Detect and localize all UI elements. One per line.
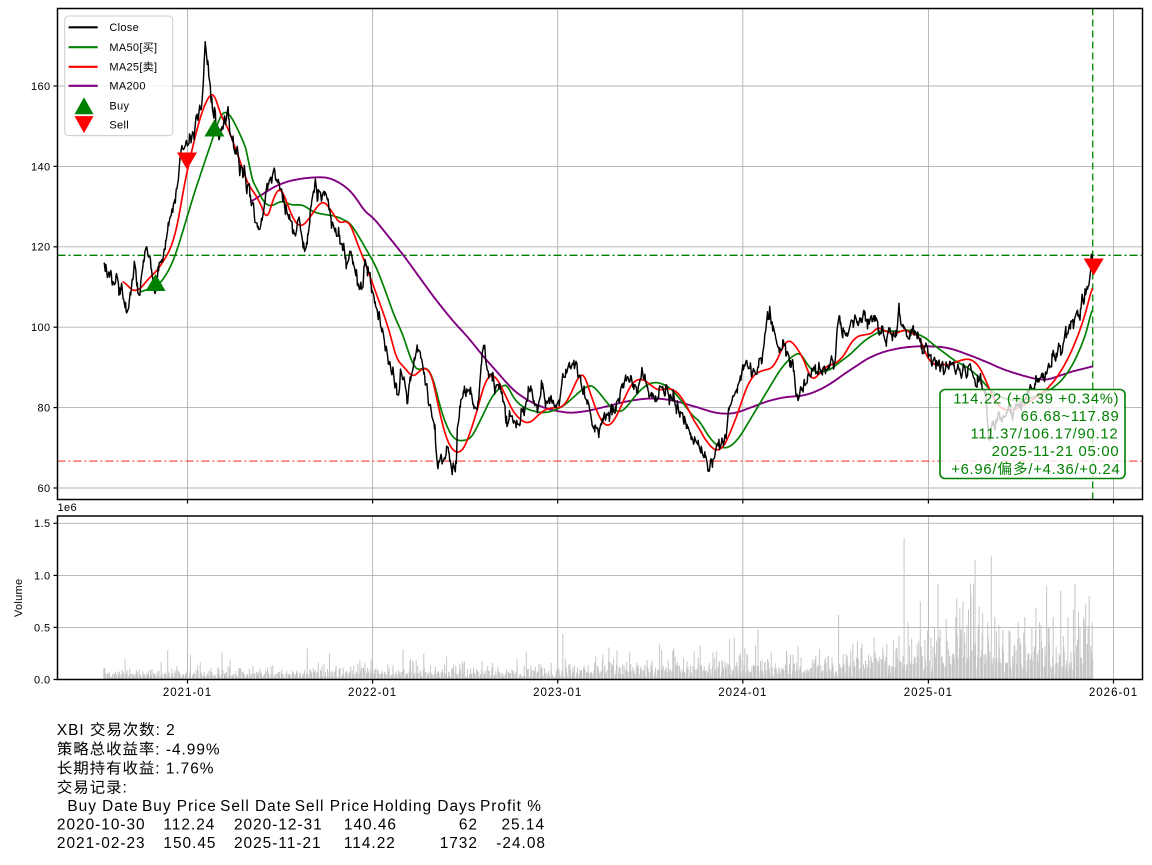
svg-text:112.24: 112.24 [163, 817, 215, 834]
svg-text:MA25[: MA25[ [109, 62, 142, 74]
svg-text:Buy Date: Buy Date [67, 798, 138, 815]
svg-text:2021-02-23: 2021-02-23 [57, 835, 146, 852]
svg-text:MA50[: MA50[ [109, 42, 142, 54]
svg-text:150.45: 150.45 [163, 835, 216, 852]
svg-text:Buy Price: Buy Price [142, 798, 217, 815]
svg-text:2024-01: 2024-01 [718, 687, 767, 699]
svg-text:Sell: Sell [109, 120, 129, 132]
svg-text:2020-12-31: 2020-12-31 [234, 817, 323, 834]
svg-text:160: 160 [31, 81, 51, 93]
svg-text:XBI: XBI [57, 722, 85, 739]
svg-text:2026-01: 2026-01 [1089, 687, 1138, 699]
svg-text:0.5: 0.5 [34, 622, 51, 634]
svg-text:1.0: 1.0 [34, 570, 51, 582]
svg-text:Profit %: Profit % [480, 798, 542, 815]
svg-text:62: 62 [459, 817, 478, 834]
svg-text:111.37/106.17/90.12: 111.37/106.17/90.12 [971, 427, 1119, 443]
svg-text:Volume: Volume [13, 579, 25, 618]
svg-text::: : [123, 780, 128, 797]
svg-text:]: ] [154, 62, 157, 74]
svg-text:1e6: 1e6 [58, 502, 78, 514]
svg-text:Sell Date: Sell Date [220, 798, 291, 815]
svg-text:MA200: MA200 [109, 81, 145, 93]
svg-text:1.5: 1.5 [34, 518, 51, 530]
svg-text:60: 60 [37, 483, 50, 495]
svg-text:2025-11-21: 2025-11-21 [234, 835, 322, 852]
svg-text:2020-10-30: 2020-10-30 [57, 817, 146, 834]
svg-text:66.68~117.89: 66.68~117.89 [1021, 409, 1120, 425]
svg-text:Buy: Buy [109, 101, 129, 113]
svg-text:: -4.99%: : -4.99% [155, 741, 220, 758]
svg-text:114.22 (+0.39 +0.34%): 114.22 (+0.39 +0.34%) [953, 391, 1119, 407]
svg-text:-24.08: -24.08 [496, 835, 546, 852]
svg-text:2025-01: 2025-01 [904, 687, 953, 699]
svg-text:2021-01: 2021-01 [163, 687, 212, 699]
svg-text:]: ] [154, 42, 157, 54]
svg-text:25.14: 25.14 [502, 817, 546, 834]
svg-text:2022-01: 2022-01 [348, 687, 397, 699]
svg-text:114.22: 114.22 [344, 835, 396, 852]
svg-text:Close: Close [109, 22, 139, 34]
svg-text:: 2: : 2 [156, 722, 176, 739]
svg-text:+6.96/: +6.96/ [951, 462, 997, 478]
svg-text:140: 140 [31, 161, 51, 173]
svg-text:Sell Price: Sell Price [295, 798, 370, 815]
svg-text:100: 100 [31, 322, 51, 334]
svg-text:/+4.36/+0.24: /+4.36/+0.24 [1028, 462, 1120, 478]
svg-text:0.0: 0.0 [34, 674, 51, 686]
svg-text:2025-11-21 05:00: 2025-11-21 05:00 [992, 444, 1120, 460]
svg-text:1732: 1732 [440, 835, 478, 852]
svg-text:80: 80 [37, 403, 50, 415]
svg-text:: 1.76%: : 1.76% [155, 761, 214, 778]
svg-text:120: 120 [31, 242, 51, 254]
svg-text:2023-01: 2023-01 [533, 687, 582, 699]
svg-text:Holding Days: Holding Days [373, 798, 477, 815]
svg-text:140.46: 140.46 [344, 817, 397, 834]
